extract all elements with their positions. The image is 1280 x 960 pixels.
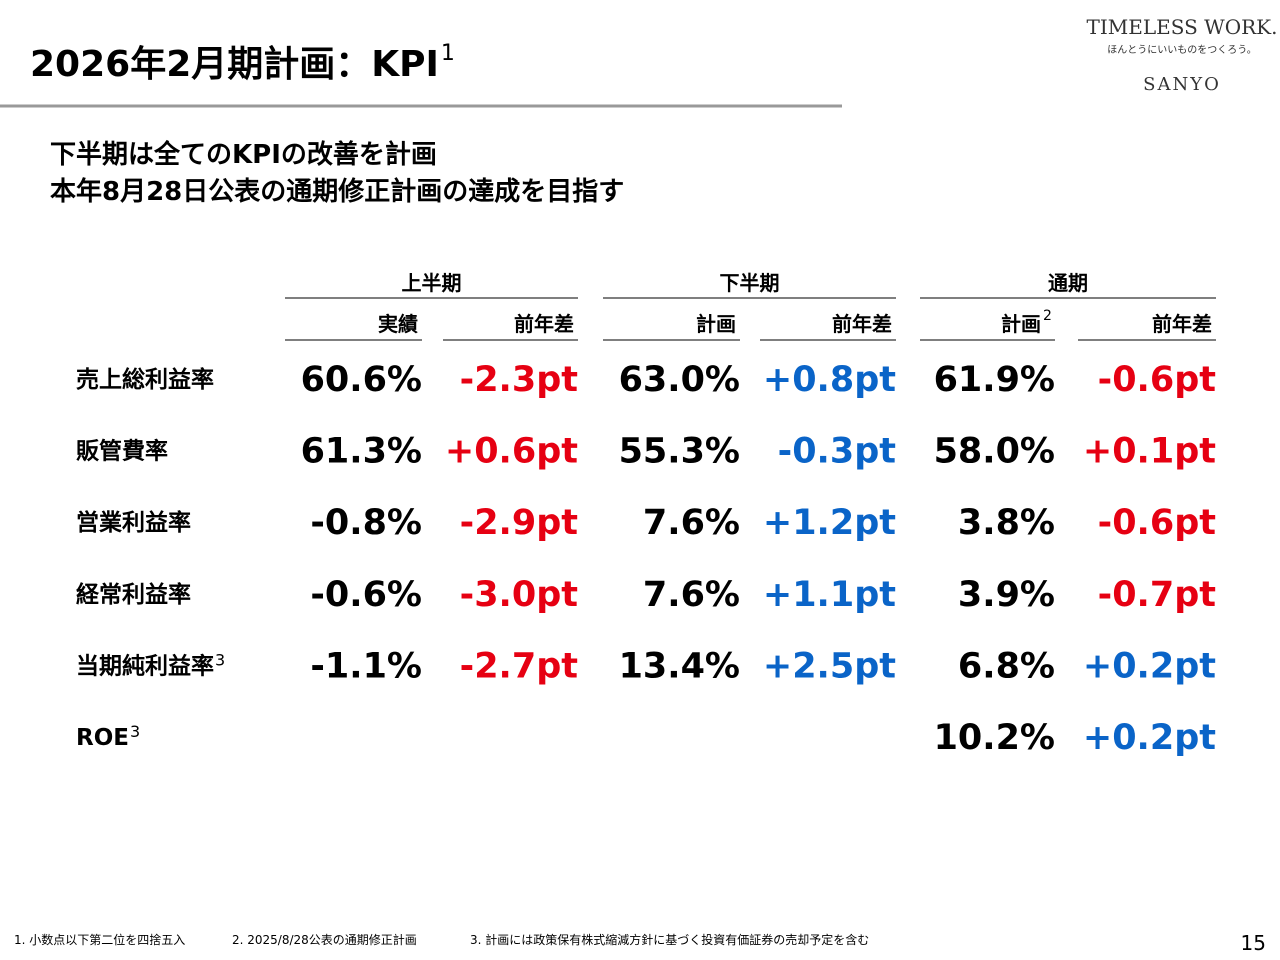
table-cell: 3.9% — [958, 575, 1055, 615]
column-header: 実績 — [378, 312, 418, 336]
title-text: 2026年2月期計画：KPI — [30, 44, 439, 85]
table-cell: +0.6pt — [445, 432, 578, 472]
column-label: 前年差 — [1152, 312, 1212, 336]
row-label-text: 経常利益率 — [76, 581, 191, 608]
group-header: 通期 — [1048, 271, 1088, 295]
table-cell: -3.0pt — [460, 575, 578, 615]
column-label: 計画 — [696, 312, 736, 336]
table-cell: +0.2pt — [1083, 718, 1216, 758]
table-cell: -0.6pt — [1098, 503, 1216, 543]
table-cell: -0.6% — [310, 575, 422, 615]
footnote: 2. 2025/8/28公表の通期修正計画 — [232, 932, 417, 947]
table-cell: +1.1pt — [763, 575, 896, 615]
table-cell: 55.3% — [619, 432, 740, 472]
group-header: 下半期 — [720, 271, 780, 295]
column-header: 前年差 — [832, 312, 892, 336]
table-cell: -2.7pt — [460, 646, 578, 686]
row-label: 経常利益率 — [76, 581, 191, 608]
column-label: 前年差 — [832, 312, 892, 336]
table-cell: 6.8% — [958, 646, 1055, 686]
table-cell: +0.2pt — [1083, 646, 1216, 686]
row-label-text: 営業利益率 — [76, 509, 191, 536]
row-label: ROE3 — [76, 722, 140, 751]
row-label: 売上総利益率 — [76, 366, 214, 393]
table-cell: +0.8pt — [763, 360, 896, 400]
row-label: 販管費率 — [76, 438, 168, 465]
table-cell: -2.9pt — [460, 503, 578, 543]
table-cell: 61.3% — [301, 432, 422, 472]
page-number: 15 — [1241, 931, 1266, 955]
row-label-text: 当期純利益率 — [76, 652, 214, 679]
table-cell: +1.2pt — [763, 503, 896, 543]
table-cell: 58.0% — [934, 432, 1055, 472]
title-note: 1 — [441, 41, 455, 66]
table-cell: 7.6% — [643, 575, 740, 615]
row-note: 3 — [130, 722, 140, 741]
logo-brand: TIMELESS WORK. — [1087, 15, 1278, 39]
row-label-text: 販管費率 — [76, 438, 168, 465]
table-cell: 61.9% — [934, 360, 1055, 400]
subtitle-line: 下半期は全てのKPIの改善を計画 — [50, 139, 437, 170]
table-cell: -0.8% — [310, 503, 422, 543]
row-label-text: 売上総利益率 — [76, 366, 214, 393]
column-label: 実績 — [378, 312, 418, 336]
table-cell: -2.3pt — [460, 360, 578, 400]
column-header: 計画 — [1001, 312, 1041, 336]
table-cell: -0.7pt — [1098, 575, 1216, 615]
table-cell: 60.6% — [301, 360, 422, 400]
table-cell: +2.5pt — [763, 646, 896, 686]
table-cell: -0.3pt — [778, 432, 896, 472]
logo-company: SANYO — [1143, 74, 1221, 95]
column-header: 前年差 — [514, 312, 574, 336]
column-label: 前年差 — [514, 312, 574, 336]
title: 2026年2月期計画：KPI1 — [30, 41, 455, 85]
row-label-text: ROE — [76, 725, 129, 751]
footnote: 1. 小数点以下第二位を四捨五入 — [14, 932, 185, 947]
column-label: 計画 — [1001, 312, 1041, 336]
logo-tagline: ほんとうにいいものをつくろう。 — [1107, 44, 1256, 56]
group-header: 上半期 — [402, 271, 462, 295]
table-cell: 10.2% — [934, 718, 1055, 758]
column-header: 前年差 — [1152, 312, 1212, 336]
table-cell: 63.0% — [619, 360, 740, 400]
table-cell: 3.8% — [958, 503, 1055, 543]
table-cell: +0.1pt — [1083, 432, 1216, 472]
footnote: 3. 計画には政策保有株式縮減方針に基づく投資有価証券の売却予定を含む — [470, 932, 869, 947]
subtitle-line: 本年8月28日公表の通期修正計画の達成を目指す — [50, 176, 624, 207]
table-cell: 7.6% — [643, 503, 740, 543]
column-header: 計画 — [696, 312, 736, 336]
row-note: 3 — [215, 650, 225, 669]
table-cell: -0.6pt — [1098, 360, 1216, 400]
row-label: 当期純利益率3 — [76, 650, 225, 679]
column-note: 2 — [1043, 308, 1052, 324]
table-cell: -1.1% — [310, 646, 422, 686]
row-label: 営業利益率 — [76, 509, 191, 536]
table-cell: 13.4% — [619, 646, 740, 686]
